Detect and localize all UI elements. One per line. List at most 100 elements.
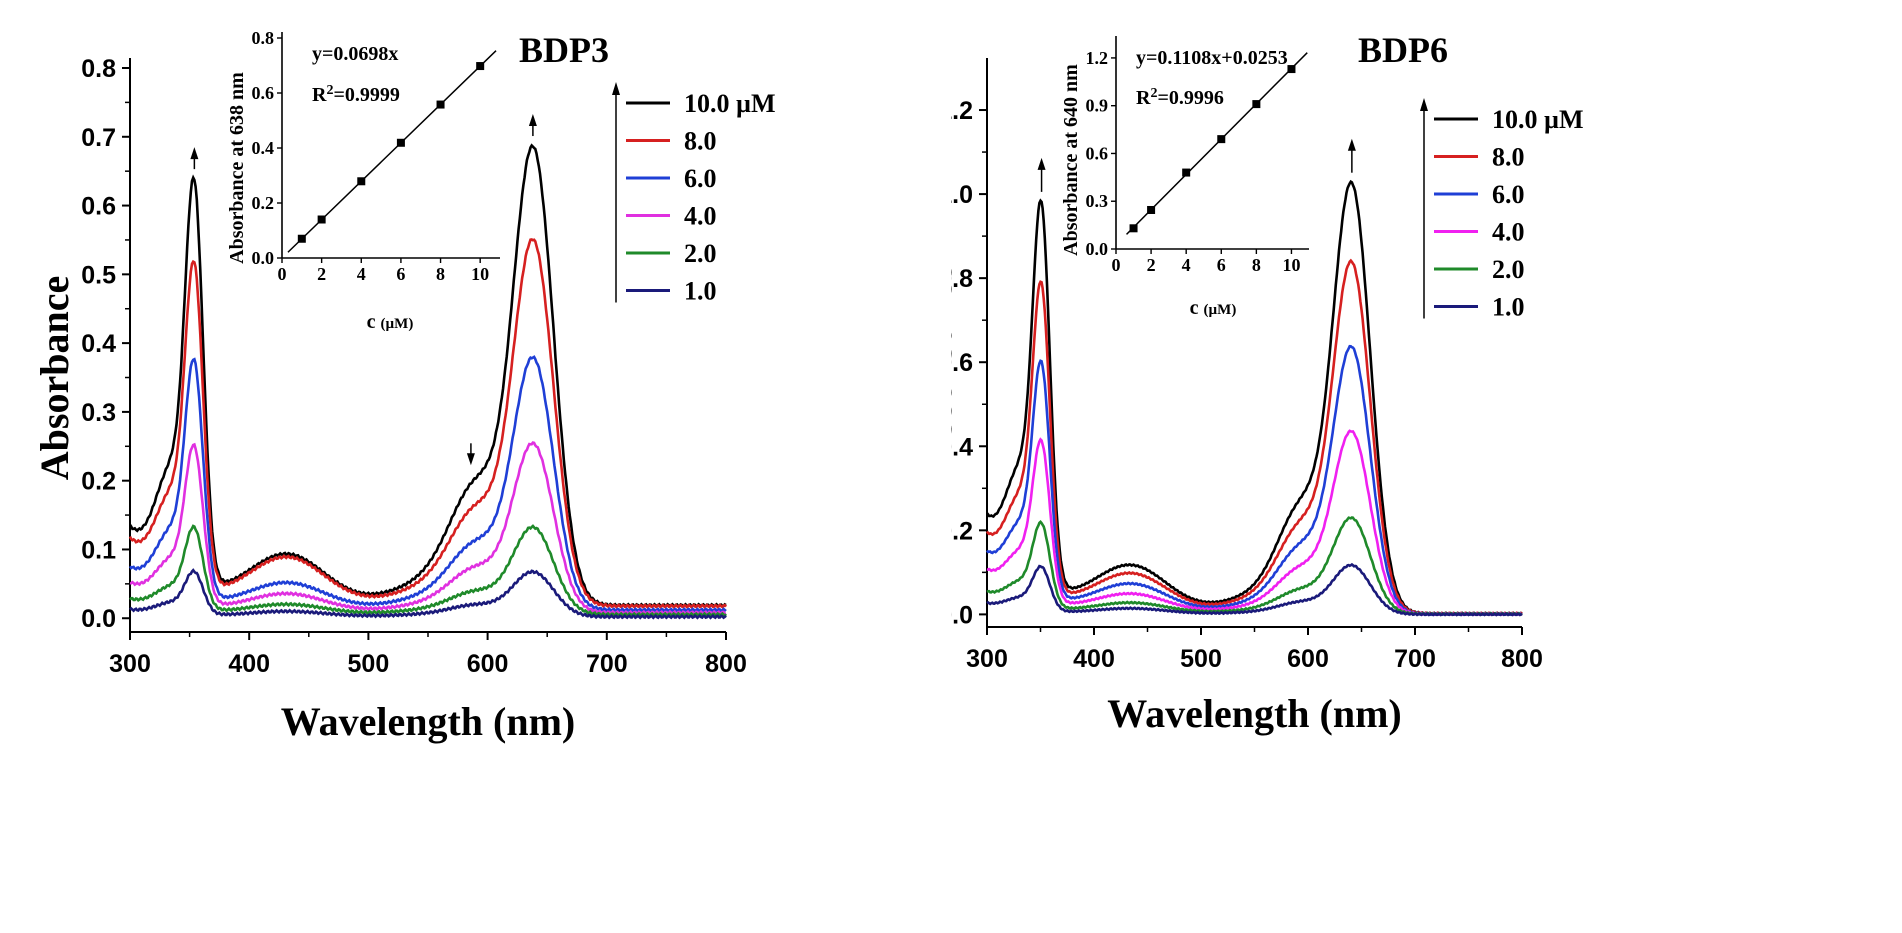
bdp3-x-tick-label: 300 [109, 650, 151, 678]
bdp3-y-tick-label: 0.8 [81, 55, 116, 83]
bdp3-x-tick-label: 700 [586, 650, 628, 678]
bdp3-inset-y-tick-label: 0.2 [252, 193, 275, 213]
bdp6-x-tick-label: 600 [1287, 645, 1329, 673]
bdp6-legend-label-10: 10.0 µM [1492, 105, 1584, 134]
bdp6-legend-label-2: 2.0 [1492, 255, 1525, 284]
bdp3-chart-panel: 300 400 500 600 700 800 0.0 0.1 0.2 0.3 0.4 0.5 0.6 0… [0, 0, 951, 928]
bdp6-inset-data-point [1252, 100, 1261, 109]
bdp3-chart: 300 400 500 600 700 800 0.0 0.1 0.2 0.3 0.4 0.5 0.6 0… [32, 28, 776, 744]
bdp3-inset-x-tick-label: 2 [317, 264, 326, 284]
bdp6-inset-y-tick-label: 1.2 [1086, 48, 1109, 68]
bdp3-r2-sup: 2 [326, 83, 333, 98]
bdp3-inset-x-tick-label: 8 [436, 264, 445, 284]
bdp6-inset-x-axis-unit: (µM) [1204, 302, 1237, 318]
bdp6-legend-label-6: 6.0 [1492, 180, 1525, 209]
bdp3-y-tick-label: 0.0 [81, 605, 116, 633]
bdp6-legend-label-4: 4.0 [1492, 218, 1525, 247]
bdp6-inset-x-tick-label: 8 [1252, 255, 1261, 275]
bdp6-y-axis-title: Absorbance [951, 265, 960, 469]
bdp6-inset-data-point [1182, 168, 1191, 177]
bdp3-inset-x-tick-label: 4 [357, 264, 366, 284]
bdp6-x-tick-label: 400 [1073, 645, 1115, 673]
bdp6-inset-y-tick-label: 0.3 [1086, 191, 1109, 211]
bdp3-r2-prefix: R [312, 84, 327, 106]
bdp6-y-tick-label: 1.0 [951, 181, 973, 209]
bdp6-inset-data-point [1217, 135, 1226, 144]
bdp6-y-tick-label: 1.2 [951, 97, 973, 125]
bdp3-inset-r-squared: R2=0.9999 [312, 83, 400, 106]
bdp6-y-tick-label: 0.0 [951, 601, 973, 629]
bdp6-legend-arrow-head [1420, 98, 1428, 111]
bdp3-legend-arrow-head [612, 82, 620, 95]
bdp3-inset-equation: y=0.0698x [312, 43, 398, 65]
bdp3-inset-x-axis-unit: (µM) [381, 316, 414, 332]
bdp6-inset-x-tick-label: 4 [1182, 255, 1191, 275]
bdp6-inset-x-axis-title: c (µM) [1190, 297, 1237, 319]
bdp6-x-tick-label: 700 [1394, 645, 1436, 673]
bdp6-series-line-6 [985, 344, 1523, 617]
bdp3-change-arrow-head [190, 147, 199, 160]
bdp3-y-tick-label: 0.2 [81, 468, 116, 496]
bdp6-inset-data-point [1129, 224, 1138, 233]
bdp6-change-arrow-head [1037, 157, 1046, 170]
bdp6-x-axis-title: Wavelength (nm) [1107, 691, 1401, 736]
bdp3-inset-data-point [317, 215, 326, 224]
bdp6-change-arrow-head [1347, 138, 1356, 151]
bdp3-legend-label-4: 4.0 [684, 202, 717, 231]
bdp3-inset-y-axis-title: Absorbance at 638 nm [226, 72, 248, 264]
bdp6-chart-title: BDP6 [1358, 30, 1448, 70]
bdp6-y-tick-label: 0.2 [951, 517, 973, 545]
bdp3-inset-data-point [297, 234, 306, 243]
bdp3-series-line-2 [129, 524, 728, 618]
bdp6-x-tick-label: 800 [1501, 645, 1543, 673]
bdp3-inset-y-tick-label: 0.0 [252, 248, 275, 268]
bdp6-inset-y-tick-label: 0.9 [1086, 96, 1109, 116]
bdp3-y-tick-label: 0.5 [81, 261, 116, 289]
bdp6-inset-data-point [1287, 65, 1296, 74]
bdp6-series-line-8 [985, 258, 1523, 616]
bdp3-inset-x-tick-label: 6 [396, 264, 405, 284]
bdp3-x-tick-label: 500 [348, 650, 390, 678]
bdp3-legend-label-1: 1.0 [684, 277, 717, 306]
bdp3-r2-value: =0.9999 [333, 84, 399, 106]
bdp6-x-tick-label: 300 [966, 645, 1008, 673]
bdp6-legend-label-1: 1.0 [1492, 293, 1525, 322]
bdp6-inset-r-squared: R2=0.9996 [1136, 86, 1224, 109]
bdp3-series-line-8 [128, 238, 728, 609]
bdp6-inset-y-tick-label: 0.6 [1086, 143, 1109, 163]
bdp6-chart: 3004005006007008000.00.20.40.60.81.01.2W… [915, 30, 1584, 736]
bdp3-series-line-6 [128, 355, 727, 613]
bdp3-y-tick-label: 0.3 [81, 399, 116, 427]
bdp3-legend-label-2: 2.0 [684, 239, 717, 268]
bdp6-inset-fit-line [1125, 52, 1308, 235]
bdp3-inset-data-point [476, 62, 485, 71]
bdp3-y-tick-label: 0.4 [81, 330, 116, 358]
bdp6-legend-label-8: 8.0 [1492, 143, 1525, 172]
bdp6-inset-data-point [1147, 205, 1156, 214]
bdp3-x-tick-label: 800 [705, 650, 747, 678]
bdp6-x-tick-label: 500 [1180, 645, 1222, 673]
bdp3-y-axis-title: Absorbance [32, 276, 77, 480]
bdp3-x-tick-label: 400 [228, 650, 270, 678]
bdp6-r2-sup: 2 [1150, 86, 1157, 101]
bdp3-x-axis-title: Wavelength (nm) [281, 699, 575, 744]
bdp3-legend-label-8: 8.0 [684, 127, 717, 156]
bdp6-inset-x-tick-label: 10 [1282, 255, 1300, 275]
bdp6-inset-x-tick-label: 2 [1147, 255, 1156, 275]
bdp3-inset-y-tick-label: 0.8 [252, 28, 275, 48]
bdp3-change-arrow-head [528, 114, 537, 127]
bdp3-inset-data-point [436, 100, 445, 109]
bdp3-y-tick-label: 0.6 [81, 193, 116, 221]
bdp3-x-tick-label: 600 [467, 650, 509, 678]
bdp3-y-tick-label: 0.7 [81, 124, 116, 152]
bdp3-legend-label-6: 6.0 [684, 164, 717, 193]
bdp6-r2-value: =0.9996 [1157, 87, 1223, 109]
bdp3-legend-label-10: 10.0 µM [684, 89, 776, 118]
bdp3-series-line-1 [129, 568, 727, 620]
bdp3-inset-x-tick-label: 10 [471, 264, 489, 284]
bdp3-inset-y-tick-label: 0.4 [252, 138, 275, 158]
bdp6-inset-x-tick-label: 6 [1217, 255, 1226, 275]
bdp6-chart-panel: 3004005006007008000.00.20.40.60.81.01.2W… [915, 0, 1902, 928]
bdp6-inset-y-tick-label: 0.0 [1086, 239, 1109, 259]
bdp6-inset-equation: y=0.1108x+0.0253 [1136, 47, 1288, 69]
